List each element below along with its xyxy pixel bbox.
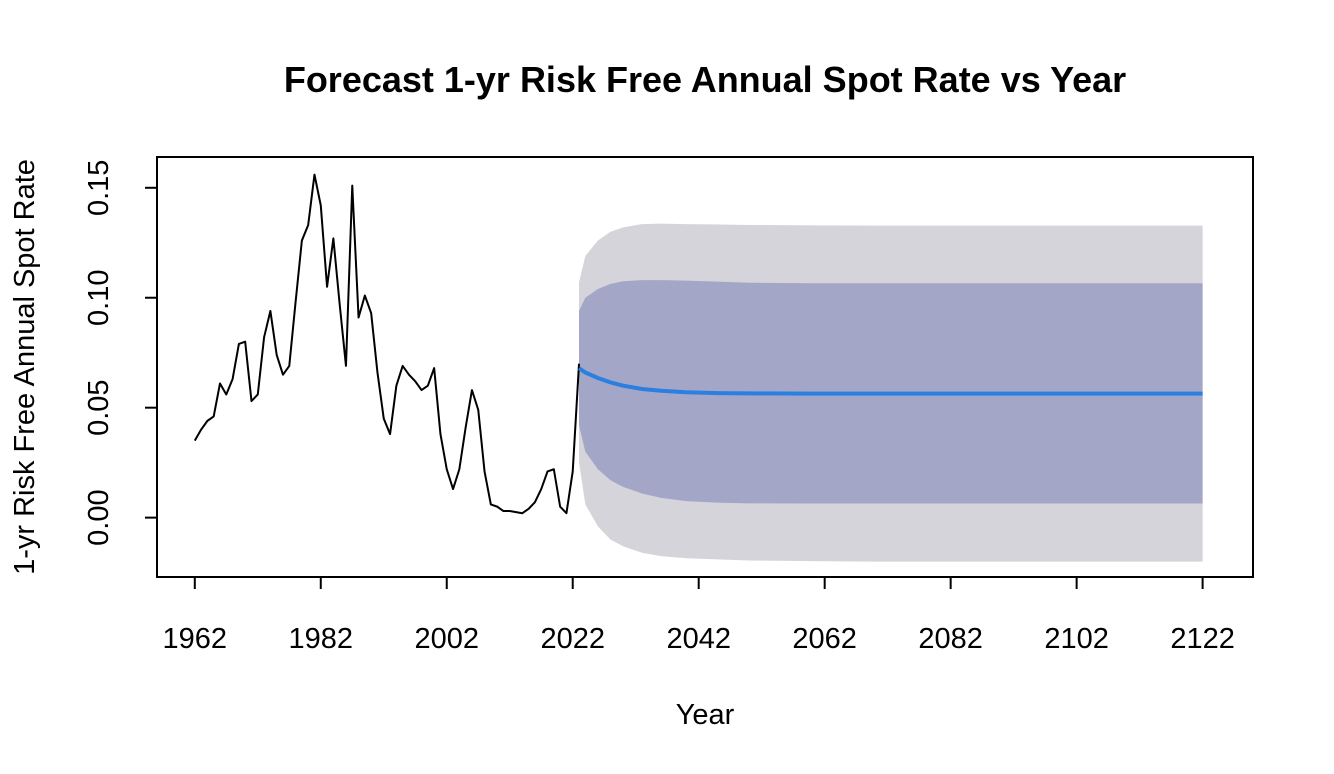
y-tick-label: 0.05 bbox=[83, 379, 115, 435]
x-axis-label: Year bbox=[676, 699, 735, 731]
history-line bbox=[193, 173, 581, 515]
chart-title: Forecast 1-yr Risk Free Annual Spot Rate… bbox=[284, 59, 1126, 100]
y-axis-label: 1-yr Risk Free Annual Spot Rate bbox=[9, 159, 41, 575]
x-tick-label: 1982 bbox=[289, 623, 354, 655]
x-tick-label: 2022 bbox=[540, 623, 605, 655]
x-tick-label: 2002 bbox=[414, 623, 479, 655]
x-axis: 1962 1982 2002 2022 2042 2062 2082 2102 2122 bbox=[163, 576, 1235, 655]
x-tick-label: 2042 bbox=[666, 623, 731, 655]
y-tick-label: 0.00 bbox=[83, 489, 115, 545]
x-tick-label: 2062 bbox=[792, 623, 857, 655]
forecast-mean-line bbox=[577, 366, 1203, 396]
y-axis: 0.00 0.05 0.10 0.15 bbox=[83, 160, 158, 546]
plot-area bbox=[193, 173, 1203, 562]
x-tick-label: 2122 bbox=[1170, 623, 1235, 655]
x-tick-label: 2082 bbox=[918, 623, 983, 655]
y-tick-label: 0.15 bbox=[83, 160, 115, 216]
y-tick-label: 0.10 bbox=[83, 270, 115, 326]
x-tick-label: 1962 bbox=[163, 623, 228, 655]
x-tick-label: 2102 bbox=[1044, 623, 1109, 655]
